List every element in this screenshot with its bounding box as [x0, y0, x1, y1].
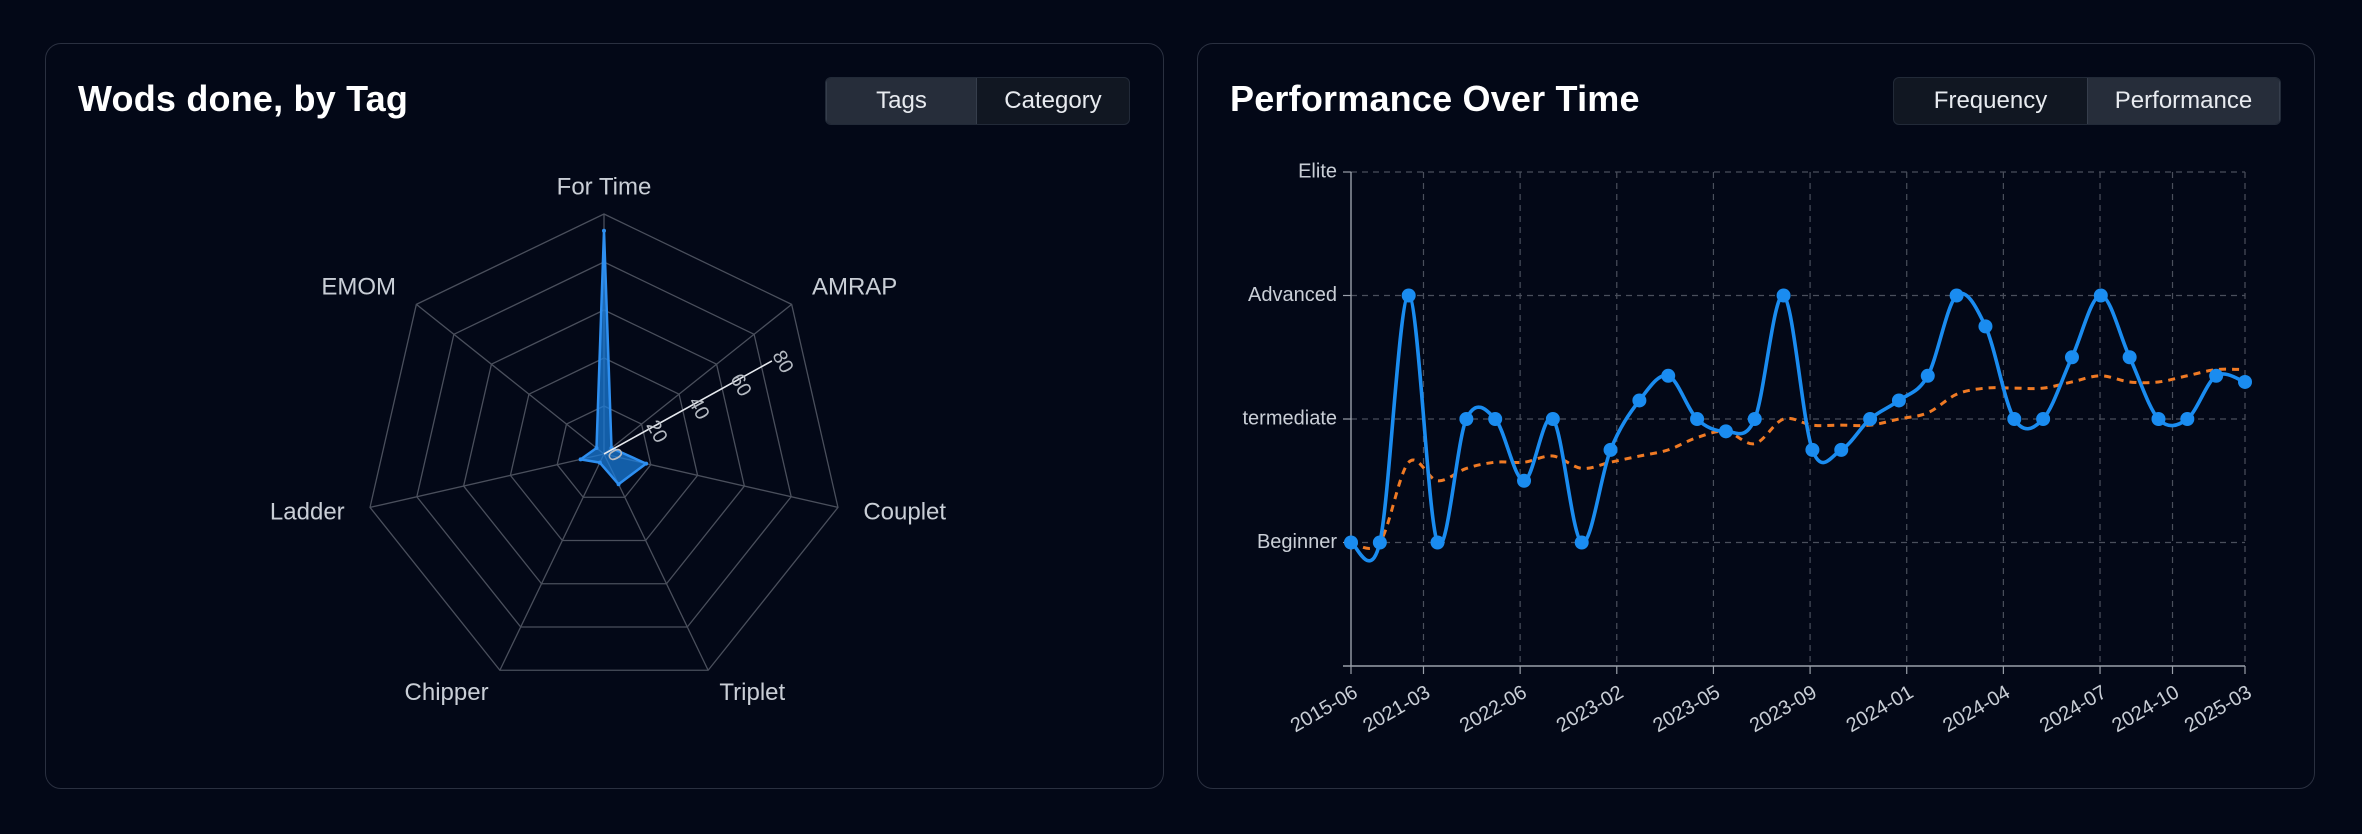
performance-point [1603, 442, 1618, 457]
performance-point [2122, 350, 2137, 365]
performance-point [1459, 412, 1474, 426]
category-toggle-button[interactable]: Category [977, 78, 1129, 124]
card-title-tags: Wods done, by Tag [78, 78, 409, 119]
y-tick-label: Elite [1298, 160, 1337, 182]
x-tick-label: 2023-05 [1649, 681, 1724, 737]
tags-category-toggle: Tags Category [825, 77, 1130, 125]
radar-ring [462, 309, 746, 585]
radar-ring [369, 213, 839, 671]
performance-point [1372, 535, 1387, 550]
performance-point [2007, 412, 2022, 426]
performance-point [1545, 412, 1560, 426]
performance-toggle-button[interactable]: Performance [2087, 78, 2280, 124]
performance-point [1949, 288, 1964, 303]
x-tick-label: 2023-02 [1553, 681, 1628, 737]
radar-ring [509, 357, 699, 542]
performance-point [1488, 412, 1503, 426]
card-title-performance: Performance Over Time [1230, 78, 1640, 119]
performance-line-chart: BeginnertermediateAdvancedElite2015-0620… [1243, 160, 2256, 737]
line-grid [1351, 171, 2246, 666]
radar-spoke [369, 453, 605, 509]
x-tick-label: 2022-06 [1456, 681, 1531, 737]
performance-point [1978, 319, 1993, 334]
radar-radial-axis [603, 360, 773, 455]
radar-tick-label: 60 [725, 370, 755, 400]
radar-axis-label-ladder: Ladder [270, 499, 345, 526]
performance-point [1574, 535, 1589, 550]
performance-point [1805, 442, 1820, 457]
radar-spoke [603, 453, 709, 671]
tags-chart-card: Wods done, by Tag Tags Category 0 20 40 60 8… [45, 43, 1164, 789]
performance-point [2151, 412, 2166, 426]
performance-point [1891, 393, 1906, 408]
performance-point [2093, 288, 2108, 303]
radar-axis-label-for-time: For Time [557, 173, 652, 200]
radar-point-for-time [602, 228, 606, 233]
performance-point [2064, 350, 2079, 365]
radar-ring [416, 261, 792, 628]
y-tick-label: Beginner [1257, 531, 1337, 553]
radar-point-ladder [578, 457, 583, 462]
frequency-performance-toggle: Frequency Performance [1893, 77, 2281, 125]
performance-point [1920, 368, 1935, 383]
x-tick-label: 2021-03 [1359, 681, 1434, 737]
performance-point [1747, 412, 1762, 426]
performance-point [2238, 374, 2252, 389]
x-tick-label: 2024-10 [2108, 681, 2183, 737]
radar-point-chipper [597, 460, 602, 465]
performance-chart-card: Performance Over Time Frequency Performa… [1197, 43, 2315, 789]
performance-point [1863, 412, 1878, 426]
x-tick-label: 2025-03 [2181, 681, 2256, 737]
y-tick-label: Advanced [1248, 284, 1337, 306]
trend-line [1350, 367, 2246, 550]
radar-point-emom [594, 446, 599, 451]
performance-point [1430, 535, 1445, 550]
radar-axis-label-amrap: AMRAP [812, 273, 897, 300]
radar-spoke [603, 303, 793, 455]
tags-toggle-button[interactable]: Tags [826, 78, 977, 124]
x-tick-label: 2023-09 [1746, 681, 1821, 737]
radar-axis-label-emom: EMOM [321, 273, 396, 300]
radar-tick-label: 80 [767, 347, 797, 377]
radar-point-triplet [616, 482, 621, 487]
performance-point [1776, 288, 1791, 303]
x-tick-label: 2024-07 [2036, 681, 2111, 737]
performance-point [2036, 412, 2051, 426]
performance-point [1344, 535, 1358, 550]
y-tick-label: termediate [1243, 407, 1338, 429]
x-tick-label: 2024-04 [1939, 681, 2014, 737]
performance-point [1401, 288, 1416, 303]
performance-point [1661, 368, 1676, 383]
performance-line [1350, 291, 2246, 563]
radar-tick-label: 40 [683, 393, 713, 423]
performance-point [1517, 473, 1532, 488]
radar-spoke [415, 303, 605, 455]
radar-axis-label-couplet: Couplet [863, 499, 946, 526]
performance-point [1690, 412, 1705, 426]
performance-point [2209, 368, 2224, 383]
performance-point [2180, 412, 2195, 426]
x-tick-label: 2024-01 [1843, 681, 1918, 737]
radar-axis-label-triplet: Triplet [719, 679, 785, 706]
radar-spoke [499, 453, 605, 671]
performance-point [1834, 442, 1849, 457]
radar-axis-label-chipper: Chipper [405, 679, 489, 706]
frequency-toggle-button[interactable]: Frequency [1894, 78, 2087, 124]
performance-point [1632, 393, 1647, 408]
radar-data-area [579, 229, 648, 486]
radar-ring [556, 405, 652, 498]
performance-point [1718, 424, 1733, 439]
x-tick-label: 2015-06 [1287, 681, 1362, 737]
radar-point-couplet [644, 461, 649, 466]
